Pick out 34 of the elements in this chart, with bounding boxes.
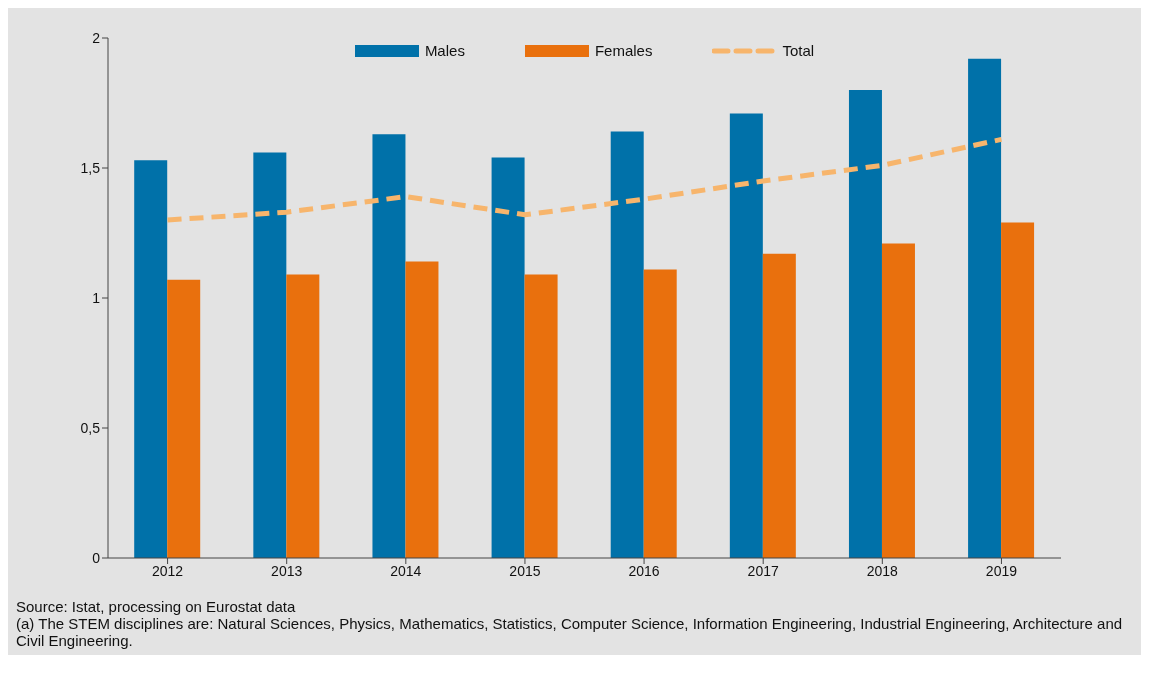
bar xyxy=(491,157,525,558)
bar xyxy=(729,113,763,558)
bar xyxy=(881,243,915,558)
bar xyxy=(610,131,644,558)
y-tick-label: 2 xyxy=(92,29,101,46)
x-tick-label: 2012 xyxy=(151,562,184,579)
source-note: Source: Istat, processing on Eurostat data xyxy=(16,598,297,615)
bar xyxy=(762,253,796,558)
bar xyxy=(405,261,439,558)
x-tick-label: 2016 xyxy=(628,562,660,579)
legend-label: Males xyxy=(424,42,465,59)
x-tick-label: 2018 xyxy=(866,562,899,579)
bar xyxy=(643,269,677,558)
x-tick-label: 2019 xyxy=(985,562,1018,579)
x-tick-label: 2013 xyxy=(271,562,303,579)
text: (a) The STEM disciplines are: Natural Sciences, Physics, Mathematics, Statistics, Computer Science, Information Engineering, Industrial Engineering, Architecture and Civil Engineering. xyxy=(16,615,1124,649)
y-tick-label: 1 xyxy=(92,289,101,306)
x-tick-label: 2017 xyxy=(747,562,779,579)
legend-label: Total xyxy=(782,42,815,59)
y-tick-label: 0,5 xyxy=(80,419,101,436)
y-tick-label: 1,5 xyxy=(80,159,101,176)
bar xyxy=(167,279,201,558)
legend-label: Females xyxy=(594,42,653,59)
bar xyxy=(253,152,287,558)
x-tick-label: 2014 xyxy=(390,562,422,579)
bar xyxy=(1001,222,1035,558)
bar xyxy=(134,160,168,558)
bar xyxy=(968,58,1002,558)
bar xyxy=(286,274,320,558)
y-tick-label: 0 xyxy=(92,549,101,566)
bar xyxy=(524,274,558,558)
x-tick-label: 2015 xyxy=(509,562,541,579)
bar xyxy=(848,90,882,558)
bar xyxy=(372,134,406,558)
